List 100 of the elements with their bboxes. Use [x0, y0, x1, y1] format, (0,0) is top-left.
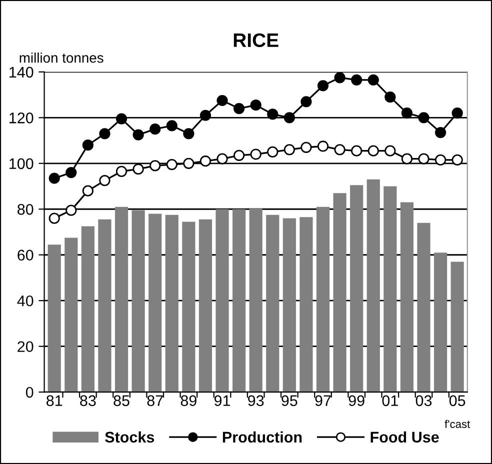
point: [183, 128, 194, 140]
chart-title: RICE: [234, 33, 278, 48]
bar: [132, 210, 145, 392]
point: [384, 92, 396, 103]
y-tick-label: 60: [18, 250, 34, 261]
y-tick-label: 40: [17, 295, 34, 306]
point: [434, 154, 446, 166]
point: [233, 102, 245, 114]
point: [368, 145, 379, 156]
point: [166, 158, 178, 170]
x-tick-label: 03: [416, 395, 432, 406]
bar: [350, 185, 364, 392]
point: [150, 124, 161, 135]
y-tick-label: 0: [26, 386, 34, 398]
bar: [81, 226, 94, 392]
point: [166, 120, 178, 132]
bar: [198, 219, 212, 392]
bar: [333, 193, 346, 392]
bar: [182, 222, 196, 392]
y-axis-title: million tonnes: [20, 52, 104, 63]
point: [116, 113, 128, 124]
point: [66, 204, 77, 216]
point: [66, 166, 77, 178]
y-tick-label: 140: [10, 66, 34, 78]
point: [48, 172, 60, 184]
point: [317, 80, 329, 92]
point: [99, 128, 110, 140]
x-tick-label: 91: [214, 395, 230, 406]
point: [401, 153, 413, 164]
point: [99, 174, 110, 186]
x-tick-label: 95: [282, 395, 298, 406]
x-tick-label: 87: [147, 395, 163, 406]
point: [267, 146, 278, 158]
x-tick-label: 97: [315, 395, 331, 406]
point: [132, 164, 144, 175]
point: [351, 74, 362, 86]
point: [216, 153, 228, 164]
point: [418, 153, 430, 164]
x-tick-label: 81: [46, 395, 62, 406]
x-tick-label: 99: [348, 395, 364, 406]
point: [233, 150, 245, 161]
y-tick-label: 20: [18, 341, 34, 352]
point: [250, 100, 262, 111]
point: [250, 148, 262, 160]
bar: [114, 206, 128, 392]
bar: [450, 262, 464, 392]
point: [418, 112, 430, 124]
x-tick-label: 89: [180, 395, 196, 406]
point: [351, 145, 362, 156]
x-tick-label: 85: [114, 395, 130, 406]
point: [216, 94, 228, 106]
bar: [384, 186, 397, 392]
point: [334, 72, 346, 84]
point: [334, 144, 346, 156]
point: [82, 185, 94, 196]
x-tick-label: 93: [248, 395, 264, 406]
x-tick-label: 01: [382, 395, 398, 406]
bar: [400, 202, 414, 392]
legend-label: Production: [222, 431, 302, 443]
point: [452, 108, 463, 119]
legend-label: Food Use: [370, 431, 439, 443]
bar: [434, 252, 448, 392]
point: [200, 156, 212, 167]
x-tick-label: 05: [449, 395, 466, 406]
bar: [300, 217, 313, 392]
bar: [216, 209, 229, 392]
bar: [249, 208, 262, 392]
point: [132, 129, 144, 140]
bar: [316, 206, 330, 392]
point: [300, 96, 312, 108]
point: [82, 140, 94, 151]
y-tick-label: 80: [18, 204, 34, 215]
bar: [48, 244, 61, 392]
point: [300, 142, 312, 153]
bar: [282, 218, 296, 392]
bar: [165, 214, 178, 392]
point: [48, 212, 60, 224]
point: [384, 145, 396, 156]
point: [452, 154, 463, 166]
point: [368, 74, 379, 86]
legend-label: Stocks: [105, 431, 154, 443]
bar: [148, 214, 162, 392]
point: [150, 160, 161, 172]
bar: [232, 209, 246, 392]
point: [284, 144, 295, 156]
bar: [98, 219, 112, 392]
point: [267, 108, 278, 120]
point: [116, 166, 128, 177]
point: [200, 110, 212, 121]
point: [284, 112, 295, 124]
text: f'cast: [444, 420, 470, 428]
point: [183, 158, 194, 169]
point: [434, 126, 446, 138]
point: [401, 108, 413, 119]
x-tick-label: 83: [80, 395, 96, 406]
bar: [64, 238, 78, 392]
point: [317, 140, 329, 152]
bar: [417, 222, 430, 392]
bar: [266, 214, 280, 392]
bar: [366, 179, 380, 392]
